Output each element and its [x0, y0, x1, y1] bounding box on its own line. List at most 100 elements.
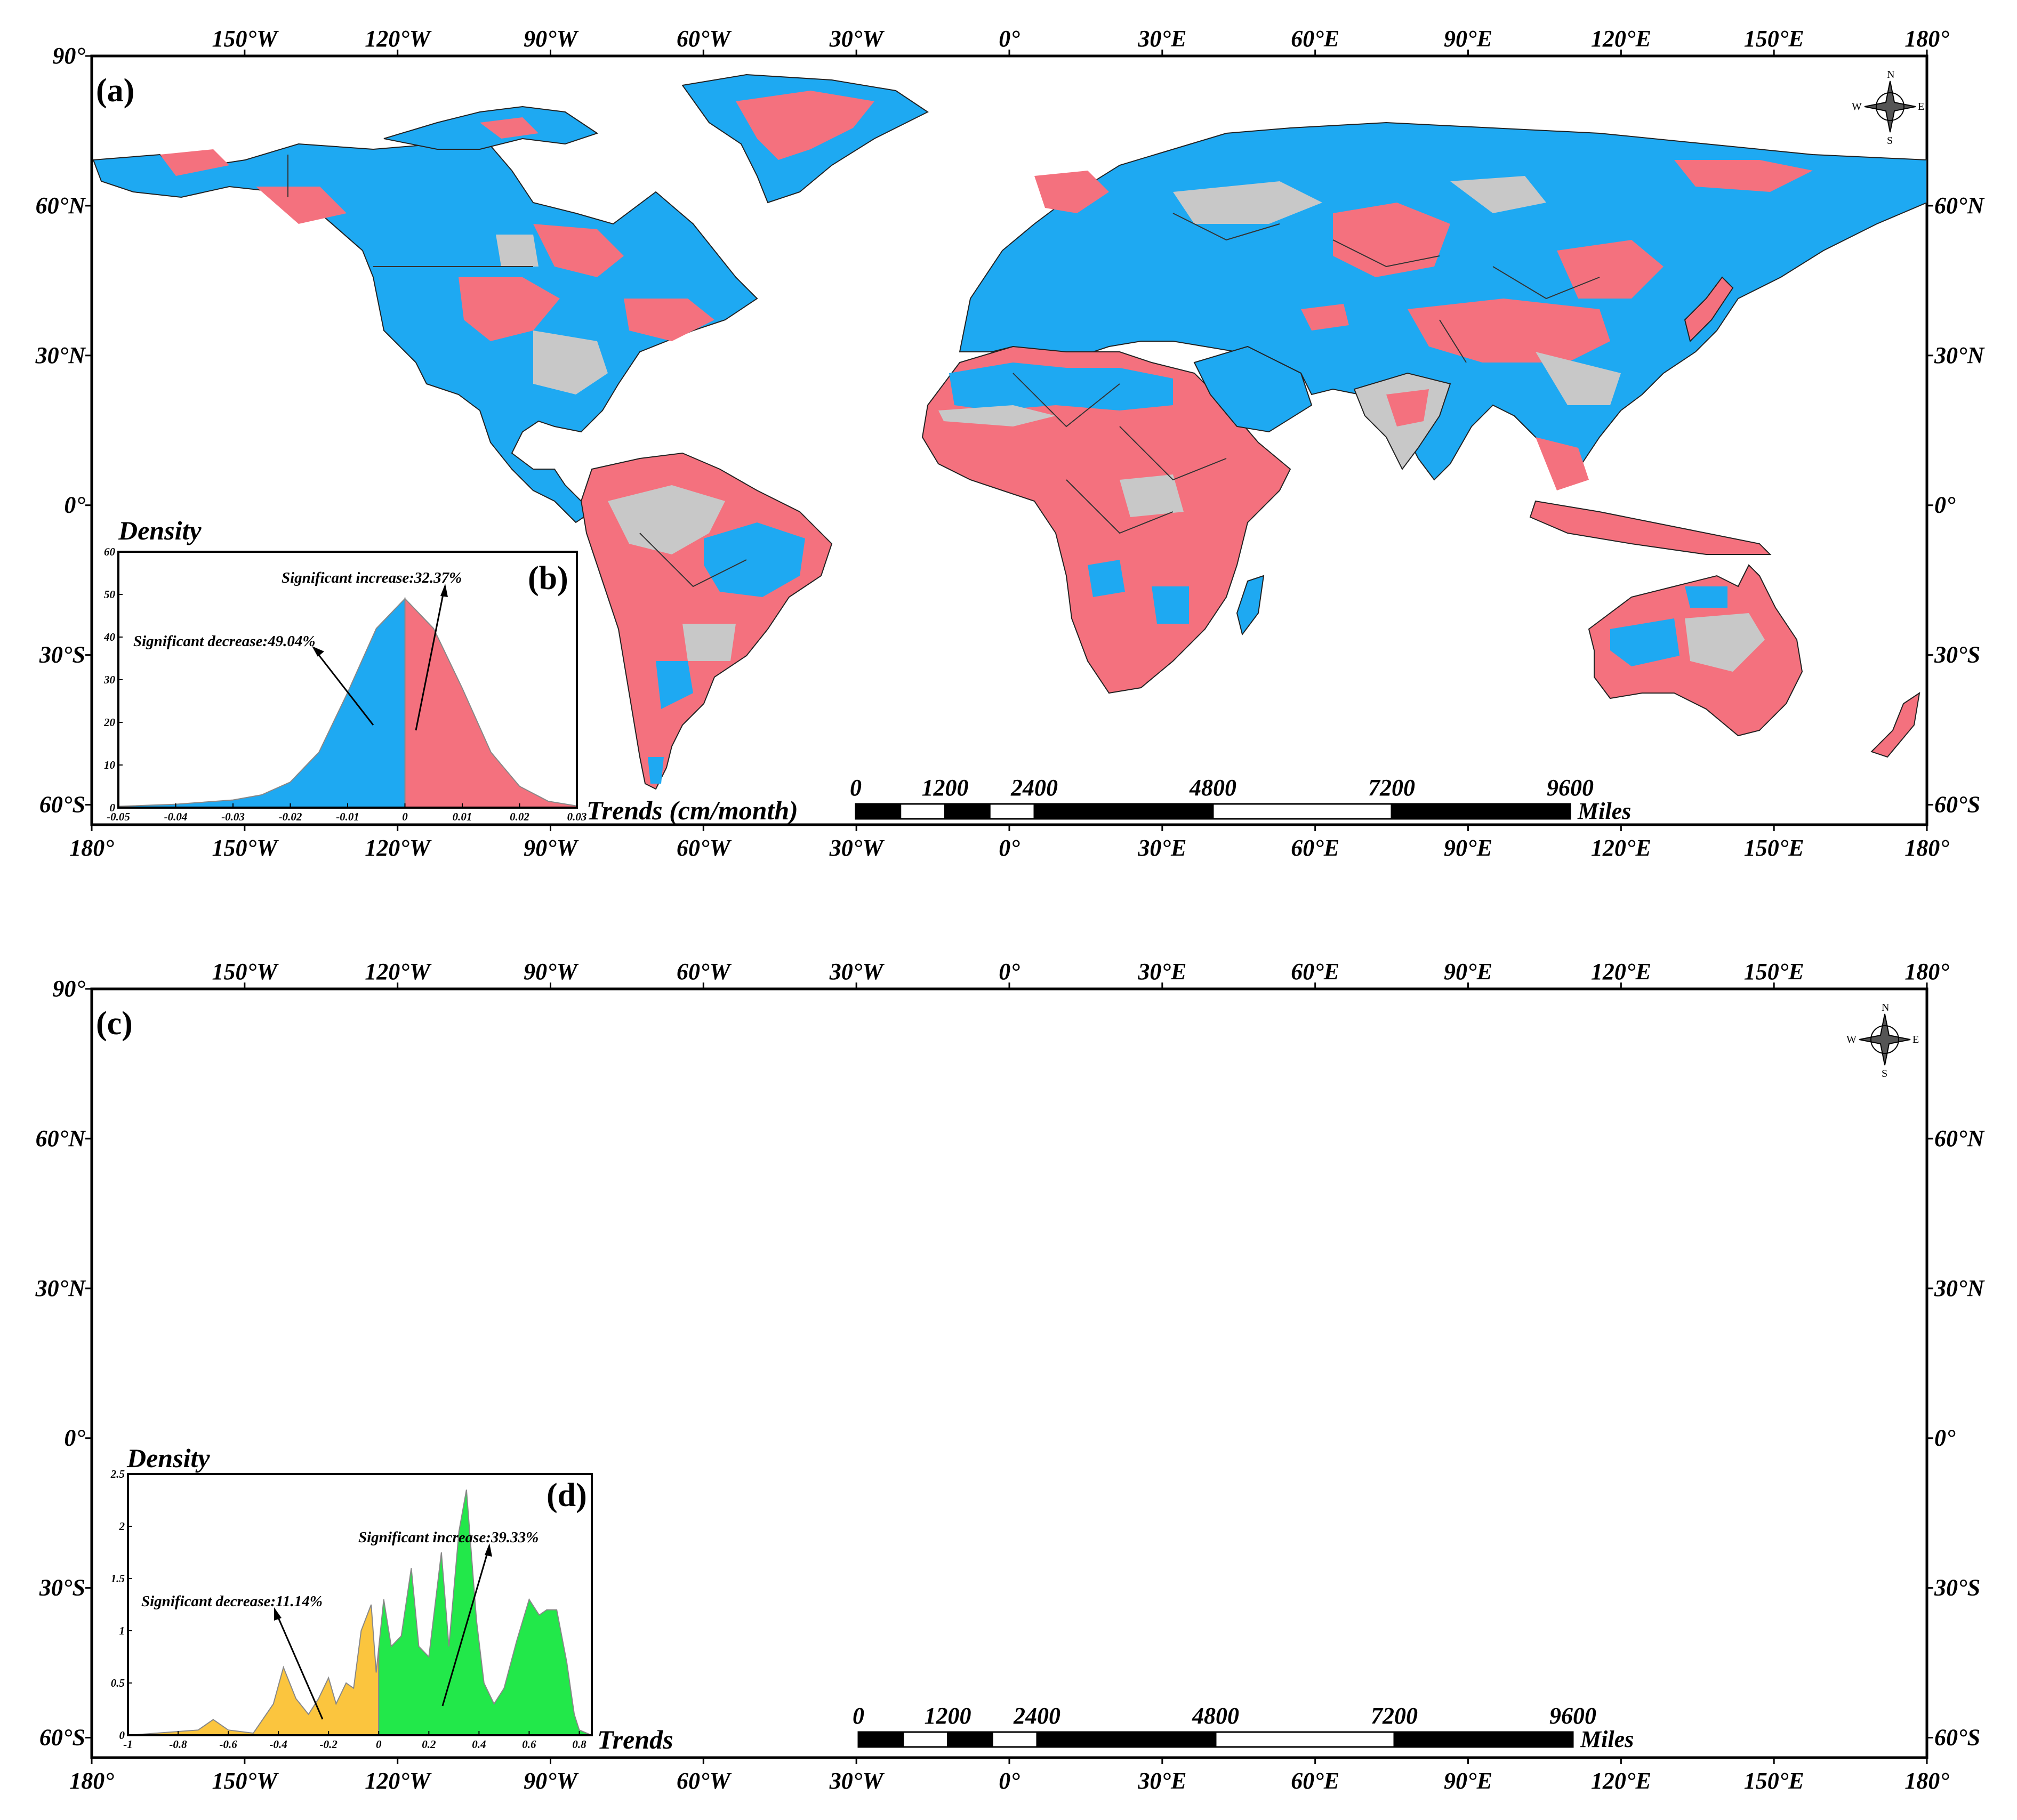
eu-red-5 [1674, 160, 1813, 192]
inset-d-area-increase [378, 1489, 592, 1736]
compass-star [1864, 80, 1916, 133]
land-madagascar [1236, 575, 1265, 636]
map-c-lon-bottom-label: 60°W [677, 1768, 732, 1794]
map-c-lon-bottom-label: 90°E [1444, 1768, 1492, 1794]
eu-grey-2 [1450, 176, 1546, 213]
inset-d-y-tick-label: 1 [119, 1624, 125, 1637]
map-a-lat-right-label: 30°N [1934, 342, 1986, 368]
inset-b-label: (b) [528, 560, 568, 597]
map-c-lat-left-label: 30°S [39, 1575, 85, 1601]
map-a-lat-right-label: 0° [1934, 492, 1956, 518]
inset-b-xlabel: Trends (cm/month) [586, 795, 798, 825]
map-a-lon-bottom-label: 60°W [677, 835, 732, 861]
eu-red-1 [1034, 171, 1109, 213]
inset-d-x-tick-label: -1 [123, 1738, 133, 1751]
inset-d-plot: -1 -0.8 -0.6 -0.4 -0.2 0 0.2 0.4 0.6 0.8 0 0.5 1 1.5 2… [110, 1468, 592, 1751]
compass-star [1859, 1013, 1911, 1066]
arrow-decrease-b [316, 653, 374, 726]
map-a-lat-left-label: 60°S [39, 792, 85, 818]
scale-c-segment [991, 1731, 1038, 1748]
border-lines [287, 155, 1600, 587]
annot-increase-b: Significant increase:32.37% [282, 569, 462, 586]
scale-a-tick-label: 9600 [1547, 775, 1594, 801]
scale-c-tick-label: 9600 [1549, 1703, 1596, 1729]
arrowhead-increase-b [440, 584, 448, 597]
scale-a-segment [1033, 803, 1214, 820]
inset-d-x-tick-label: 0.2 [422, 1738, 436, 1751]
map-a-lon-top-label: 150°W [212, 26, 279, 52]
map-c-lat-right-label: 30°S [1934, 1575, 1980, 1601]
af-blue-2 [1088, 560, 1125, 597]
scale-c-segment [947, 1731, 993, 1748]
inset-d-x-tick-label: 0.4 [472, 1738, 486, 1751]
annot-decrease-d: Significant decrease:11.14% [141, 1593, 323, 1610]
scale-a-tick-label: 4800 [1189, 775, 1236, 801]
inset-d-x-tick-label: -0.2 [320, 1738, 338, 1751]
land-arabia [1193, 345, 1313, 433]
compass-s: S [1887, 135, 1893, 147]
map-c-lon-bottom-label: 90°W [524, 1768, 579, 1794]
inset-b-x-tick-label: 0.03 [567, 810, 587, 823]
inset-d-area-decrease [127, 1604, 380, 1736]
scale-c-tick-label: 2400 [1013, 1703, 1060, 1729]
compass-rose-a: N S E W [1852, 69, 1924, 147]
map-a-lon-top-label: 60°W [677, 26, 732, 52]
map-c-lon-bottom-label: 0° [999, 1768, 1020, 1794]
scale-a-segment [1212, 803, 1393, 820]
au-blue-1 [1610, 618, 1680, 666]
land-indonesia [1529, 500, 1772, 555]
map-a-lon-bottom-label: 60°E [1291, 835, 1339, 861]
map-c-lon-top-label: 30°W [829, 959, 885, 985]
compass-w: W [1846, 1034, 1857, 1045]
sa-blue-1 [704, 522, 805, 597]
na-grey-2 [496, 235, 539, 267]
map-c-lat-right-label: 0° [1934, 1425, 1956, 1451]
af-blue-1 [949, 363, 1173, 410]
map-a-lon-bottom-label: 150°W [212, 835, 279, 861]
inset-b-x-tick-label: -0.04 [164, 810, 188, 823]
scale-c-unit: Miles [1580, 1726, 1634, 1752]
eu-red-2 [1333, 203, 1450, 277]
se-asia-red [1536, 437, 1589, 490]
na-red-1 [459, 277, 560, 341]
map-c-lat-left-label: 0° [64, 1425, 85, 1451]
annot-decrease-b: Significant decrease:49.04% [133, 633, 316, 650]
af-grey-1 [938, 405, 1056, 426]
inset-b-x-tick-label: -0.05 [107, 810, 130, 823]
map-a-lon-bottom-label: 120°W [365, 835, 432, 861]
inset-b-x-tick-label: 0 [402, 810, 408, 823]
inset-d-x-tick-label: -0.6 [219, 1738, 237, 1751]
na-red-3 [624, 299, 714, 341]
map-c-lon-top-label: 60°W [677, 959, 732, 985]
map-c-lon-bottom-label: 180° [1905, 1768, 1949, 1794]
map-c-lon-bottom-label: 30°E [1137, 1768, 1186, 1794]
map-c-lon-top-label: 180° [1905, 959, 1949, 985]
inset-b-plot: -0.05 -0.04 -0.03 -0.02 -0.01 0 0.01 0.02 0.03 0 1… [103, 545, 586, 823]
scale-a-segment [855, 803, 902, 820]
greenland-red [736, 91, 874, 160]
map-a-lon-bottom-label: 120°E [1591, 835, 1651, 861]
map-c-lon-top-label: 0° [999, 959, 1020, 985]
arctic-red [480, 117, 539, 139]
land-japan [1684, 276, 1734, 342]
scale-c-tick-label: 7200 [1371, 1703, 1418, 1729]
map-a-lon-bottom-label: 0° [999, 835, 1020, 861]
annot-increase-d: Significant increase:39.33% [358, 1529, 539, 1546]
land-new-zealand [1870, 691, 1920, 758]
inset-d-x-tick-label: 0.8 [572, 1738, 586, 1751]
map-a-lon-top-label: 60°E [1291, 26, 1339, 52]
compass-n: N [1887, 69, 1894, 80]
arrow-decrease-d [276, 1615, 324, 1720]
inset-d-xlabel: Trends [597, 1725, 673, 1754]
na-red-2 [533, 224, 624, 277]
map-c-lat-right-label: 30°N [1934, 1275, 1986, 1301]
arrowhead-increase-d [485, 1543, 492, 1557]
map-a-lon-top-label: 90°W [524, 26, 579, 52]
scale-c-segment [1215, 1731, 1395, 1748]
scale-a-segment [899, 803, 946, 820]
au-grey [1685, 613, 1765, 672]
inset-d-x-tick-label: 0.6 [522, 1738, 536, 1751]
map-c-lon-top-label: 120°W [365, 959, 432, 985]
scale-a-tick-label: 2400 [1010, 775, 1058, 801]
scale-a-tick-label: 1200 [922, 775, 969, 801]
